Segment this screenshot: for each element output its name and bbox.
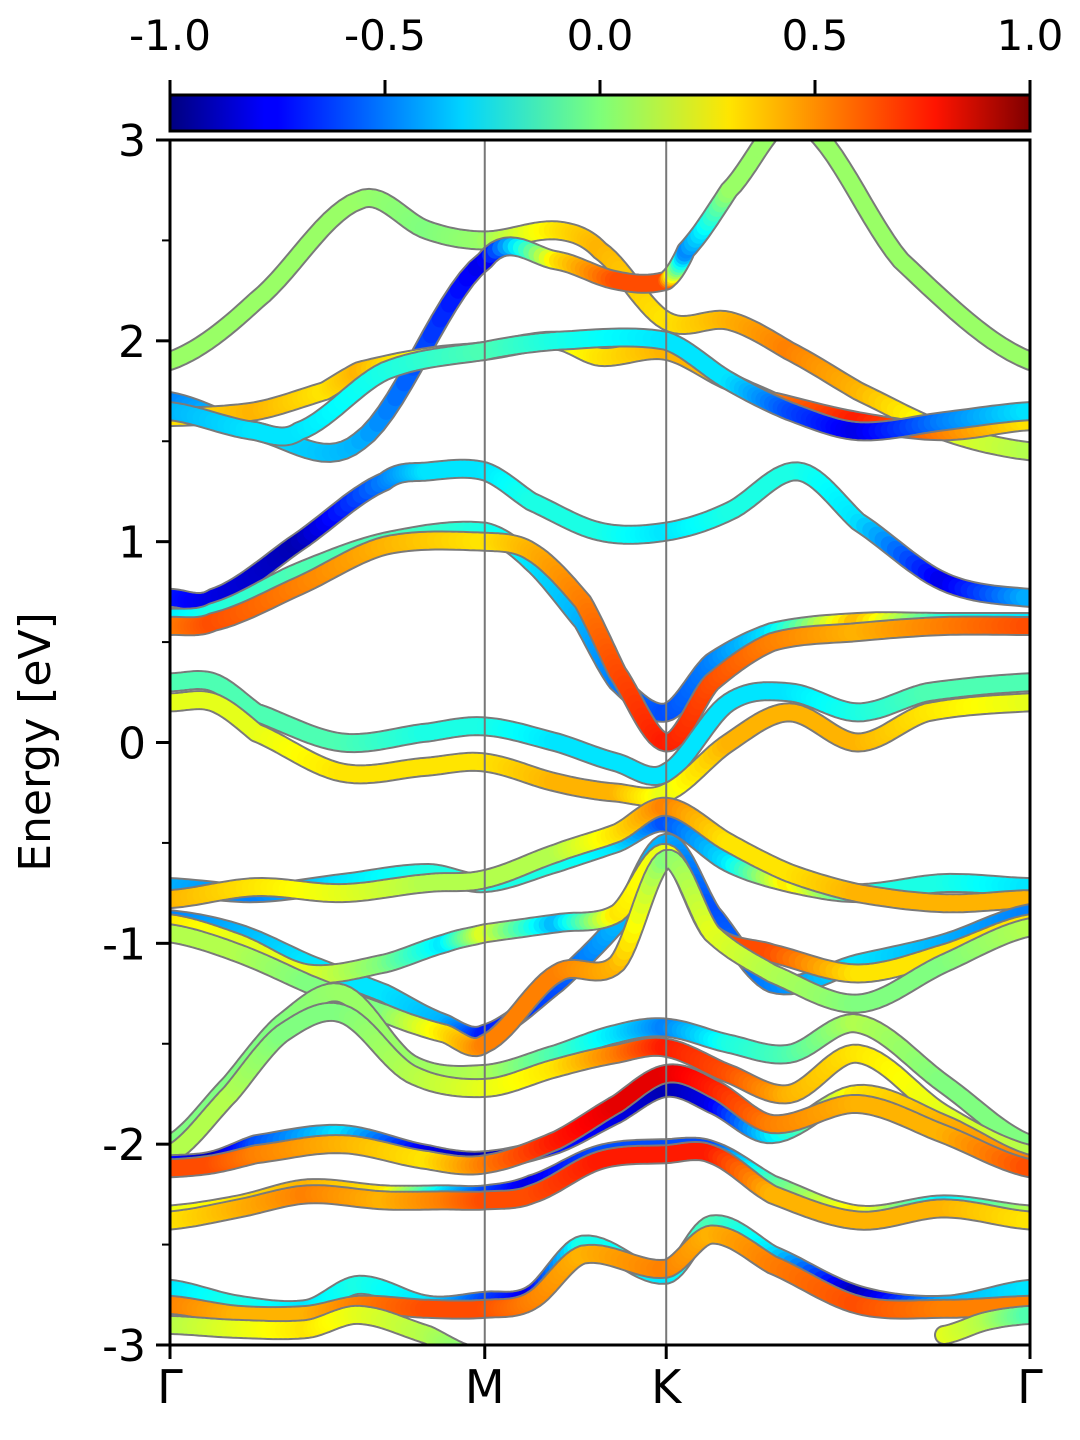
band-15 [170,1001,1030,1165]
band-6 [170,530,1030,753]
plot-area: -3 -2 -1 0 1 2 3 Γ M K Γ Energy [eV] [10,116,1043,1414]
band-segment [445,1339,463,1345]
y-tick-label: 0 [118,719,146,770]
band-10 [170,796,1030,914]
y-tick-label: -3 [102,1321,146,1372]
band-0 [170,187,1030,462]
y-axis-ticks: -3 -2 -1 0 1 2 3 [102,116,170,1372]
band-segment [465,1353,468,1354]
band-segment [468,1354,471,1355]
colorbar-ticks: -1.0 -0.5 0.0 0.5 1.0 [129,11,1063,95]
band-segment [441,1338,461,1345]
colorbar-gradient [168,93,1032,133]
colorbar-tick-label: 0.0 [567,11,634,60]
y-axis-label: Energy [eV] [10,612,61,872]
colorbar: -1.0 -0.5 0.0 0.5 1.0 [129,11,1063,133]
y-tick-label: -1 [102,919,146,970]
band-19 [170,1141,1030,1231]
band-7 [170,670,1030,786]
x-tick-label: Γ [157,1360,183,1414]
colorbar-tick-label: -1.0 [129,11,211,60]
band-segment [448,1341,465,1345]
colorbar-tick-label: 1.0 [997,11,1064,60]
high-symmetry-lines [483,140,668,1345]
x-tick-label: Γ [1017,1360,1043,1414]
y-tick-label: 2 [118,317,146,368]
band-segment [1012,348,1030,369]
band-lines [170,140,1030,1355]
band-21 [170,1224,1030,1327]
x-tick-label: K [651,1360,683,1414]
y-tick-label: -2 [102,1120,146,1171]
band-17 [170,1063,1030,1179]
band-8 [170,690,1030,807]
y-tick-label: 1 [118,518,146,569]
band-4 [170,458,1030,612]
x-tick-label: M [465,1360,505,1414]
band-14 [170,982,1030,1155]
band-segment [453,1342,466,1345]
band-3 [170,327,1030,447]
band-22 [170,1304,473,1355]
band-20 [170,1214,1030,1321]
band-segment [458,1344,466,1345]
colorbar-tick-label: -0.5 [344,11,426,60]
y-tick-label: 3 [118,116,146,167]
colorbar-tick-label: 0.5 [782,11,849,60]
